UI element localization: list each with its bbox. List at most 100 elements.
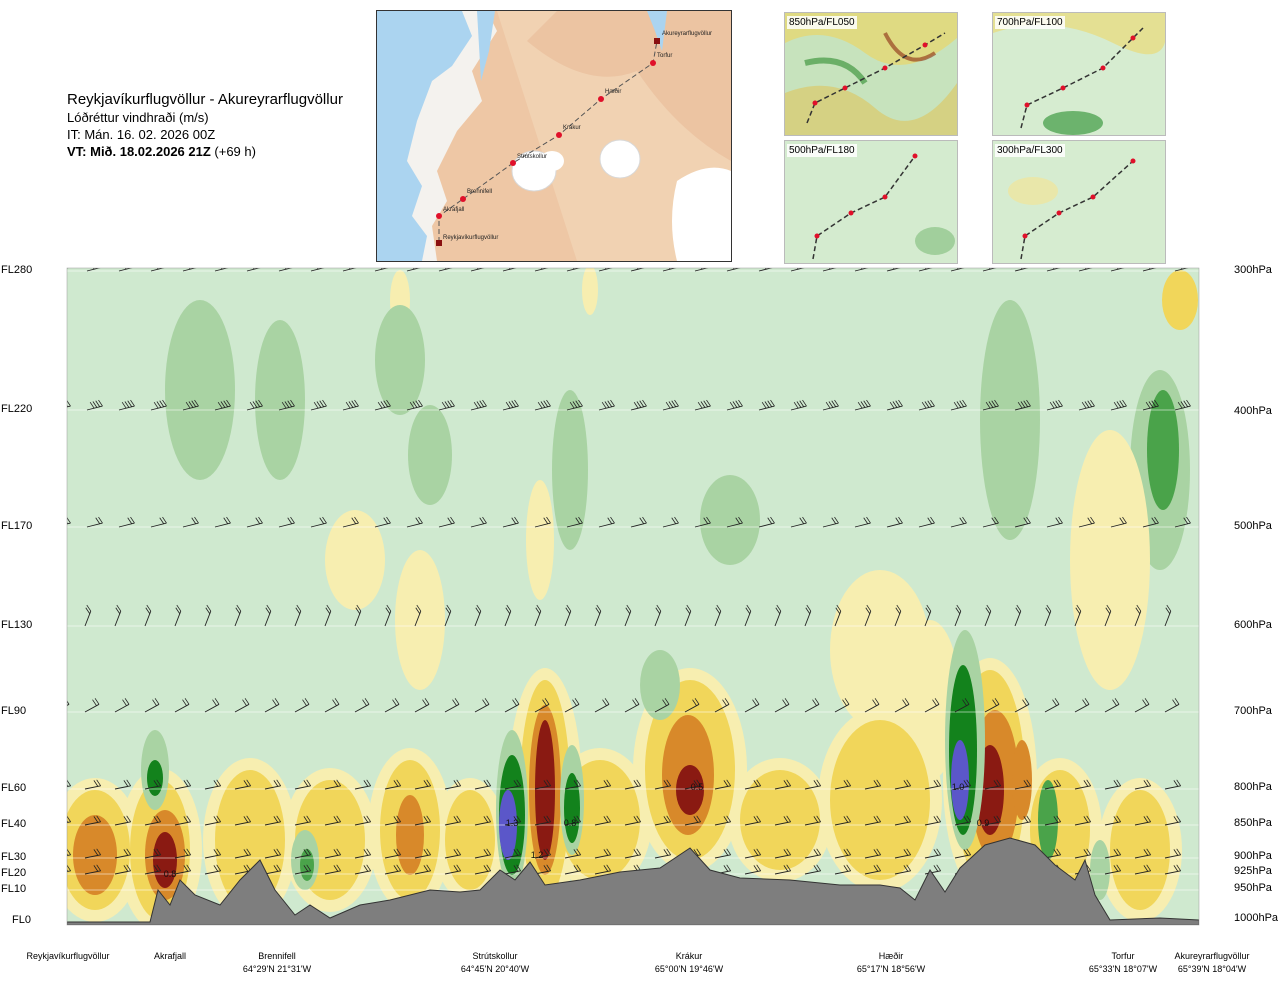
wind-barb-flag bbox=[265, 607, 271, 614]
wind-barb-flag bbox=[288, 268, 290, 269]
wind-barb bbox=[1014, 785, 1031, 790]
wind-barb bbox=[204, 821, 221, 826]
wind-barb bbox=[1174, 268, 1189, 272]
pressure-level-label: 600hPa bbox=[1234, 619, 1272, 631]
updraft-contour bbox=[535, 720, 555, 860]
wind-barb-flag bbox=[1049, 401, 1055, 409]
wind-barb bbox=[264, 870, 281, 875]
wind-barb-flag bbox=[786, 848, 792, 856]
wind-barb bbox=[182, 405, 199, 411]
wind-barb-flag bbox=[220, 401, 226, 408]
wind-barb bbox=[86, 405, 103, 411]
wind-barb bbox=[1078, 522, 1095, 528]
waypoint-name: Krákur bbox=[675, 951, 703, 961]
wind-barb-flag bbox=[306, 864, 312, 872]
wind-barb-flag bbox=[290, 399, 295, 407]
updraft-contour bbox=[396, 795, 424, 875]
wind-barb-flag bbox=[842, 699, 847, 706]
wind-barb-flag bbox=[281, 401, 287, 409]
wind-barb-flag bbox=[995, 261, 999, 267]
wind-barb bbox=[854, 268, 869, 272]
wind-barb-flag bbox=[902, 699, 907, 706]
waypoint-coord: 64°45'N 20°40'W bbox=[460, 964, 530, 974]
flight-level-label: FL0 bbox=[12, 914, 31, 926]
wind-barb bbox=[86, 522, 103, 528]
wind-barb-flag bbox=[1123, 261, 1127, 267]
wind-barb-flag bbox=[906, 848, 912, 856]
wind-barb bbox=[630, 522, 647, 528]
wind-barb-flag bbox=[1020, 401, 1026, 408]
wind-barb-flag bbox=[377, 401, 383, 409]
wind-barb-flag bbox=[290, 516, 295, 524]
wind-barb-flag bbox=[786, 779, 792, 787]
wind-barb-flag bbox=[783, 816, 789, 823]
wind-barb bbox=[1046, 522, 1063, 528]
wind-barb-flag bbox=[1116, 815, 1122, 823]
wind-barb-flag bbox=[671, 400, 677, 407]
wind-barb bbox=[84, 785, 101, 790]
wind-barb-flag bbox=[802, 516, 807, 524]
wind-barb-flag bbox=[767, 517, 773, 524]
wind-barb-flag bbox=[276, 779, 282, 787]
wind-barb bbox=[1164, 821, 1181, 826]
wind-barb-flag bbox=[753, 780, 759, 787]
wind-barb-flag bbox=[1016, 604, 1022, 612]
wind-barb-flag bbox=[386, 516, 391, 524]
wind-barb-flag bbox=[576, 268, 578, 269]
wind-barb-flag bbox=[786, 864, 792, 872]
wind-barb bbox=[246, 522, 263, 528]
wind-barb-flag bbox=[516, 779, 522, 787]
wind-barb-flag bbox=[610, 516, 615, 524]
wind-barb-flag bbox=[925, 607, 931, 614]
wind-barb-flag bbox=[906, 864, 912, 872]
wind-barb-flag bbox=[354, 516, 359, 524]
wind-barb-flag bbox=[121, 401, 127, 409]
wind-barb-flag bbox=[895, 400, 901, 407]
wind-barb bbox=[55, 611, 61, 626]
wind-barb-flag bbox=[761, 401, 767, 409]
downdraft-contour bbox=[1090, 840, 1110, 900]
wind-barb-flag bbox=[963, 780, 969, 787]
wind-barb-flag bbox=[933, 816, 939, 823]
wind-barb-flag bbox=[1136, 604, 1142, 612]
wind-barb bbox=[654, 703, 670, 713]
wind-barb bbox=[886, 268, 901, 272]
wind-barb-flag bbox=[726, 848, 732, 856]
flight-level-label: FL220 bbox=[1, 403, 33, 415]
wind-barb bbox=[804, 703, 820, 713]
wind-barb-flag bbox=[67, 848, 72, 856]
wind-barb-flag bbox=[1023, 400, 1029, 407]
wind-barb-flag bbox=[1086, 815, 1092, 823]
flight-level-label: FL170 bbox=[1, 520, 33, 532]
wind-barb-flag bbox=[98, 516, 103, 524]
wind-barb-flag bbox=[93, 865, 99, 872]
wind-barb-flag bbox=[284, 401, 290, 408]
wind-barb-flag bbox=[601, 401, 607, 409]
pressure-level-label: 800hPa bbox=[1234, 781, 1272, 793]
wind-barb bbox=[534, 703, 550, 713]
wind-barb bbox=[1014, 405, 1031, 411]
wind-barb-flag bbox=[716, 604, 722, 612]
wind-barb-flag bbox=[322, 516, 327, 524]
wind-barb bbox=[744, 854, 761, 859]
wind-barb-flag bbox=[1172, 699, 1177, 706]
wind-barb-flag bbox=[770, 516, 775, 524]
wind-barb bbox=[864, 703, 880, 713]
wind-barb-flag bbox=[483, 816, 489, 823]
wind-barb-flag bbox=[1075, 607, 1081, 614]
wind-barb bbox=[534, 268, 549, 272]
wind-barb-flag bbox=[696, 848, 702, 856]
wind-barb bbox=[834, 870, 851, 875]
wind-barb bbox=[950, 522, 967, 528]
wind-barb-flag bbox=[394, 698, 400, 705]
wind-barb-flag bbox=[64, 262, 68, 268]
wind-barb-flag bbox=[636, 779, 642, 787]
wind-barb-flag bbox=[513, 865, 519, 872]
wind-barb bbox=[954, 854, 971, 859]
wind-barb-flag bbox=[956, 401, 962, 408]
wind-barb bbox=[470, 522, 487, 528]
wind-barb-flag bbox=[61, 401, 65, 407]
downdraft-contour bbox=[375, 305, 425, 415]
wind-barb bbox=[414, 703, 430, 713]
wind-barb-flag bbox=[351, 517, 357, 524]
